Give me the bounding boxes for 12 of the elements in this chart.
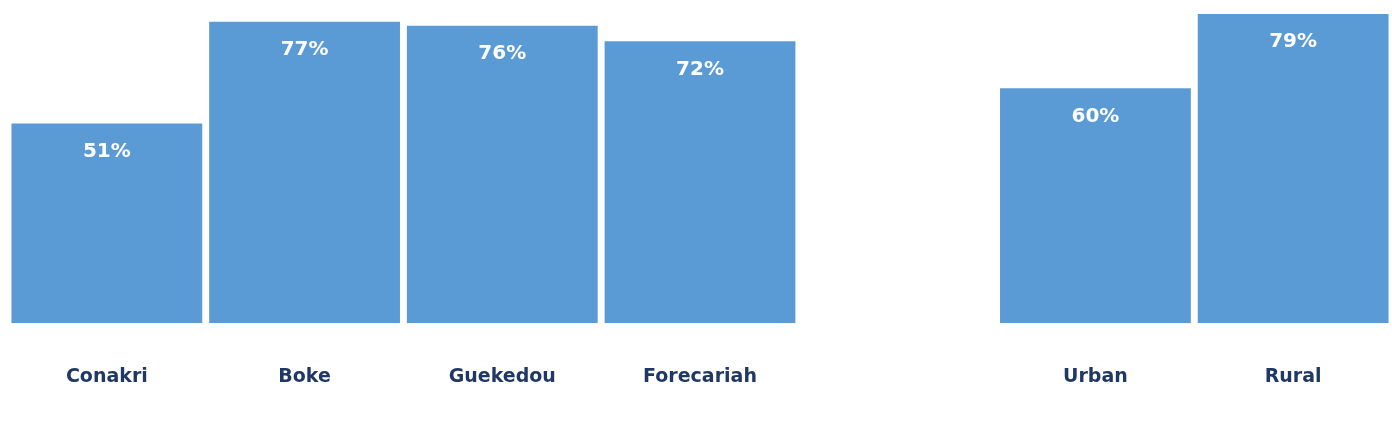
x-tick-label: Guekedou (448, 363, 556, 386)
x-tick-label: Forecariah (643, 363, 757, 386)
data-label: 51% (82, 137, 131, 162)
x-tick-label: Boke (278, 363, 331, 386)
data-label: 77% (280, 35, 329, 60)
data-label: 60% (1071, 102, 1120, 127)
data-label: 76% (478, 39, 527, 64)
x-tick-label: Urban (1063, 363, 1128, 386)
x-tick-label: Rural (1264, 363, 1322, 386)
data-label: 72% (676, 55, 724, 80)
data-label: 79% (1269, 28, 1318, 53)
x-tick-label: Conakri (65, 363, 148, 386)
